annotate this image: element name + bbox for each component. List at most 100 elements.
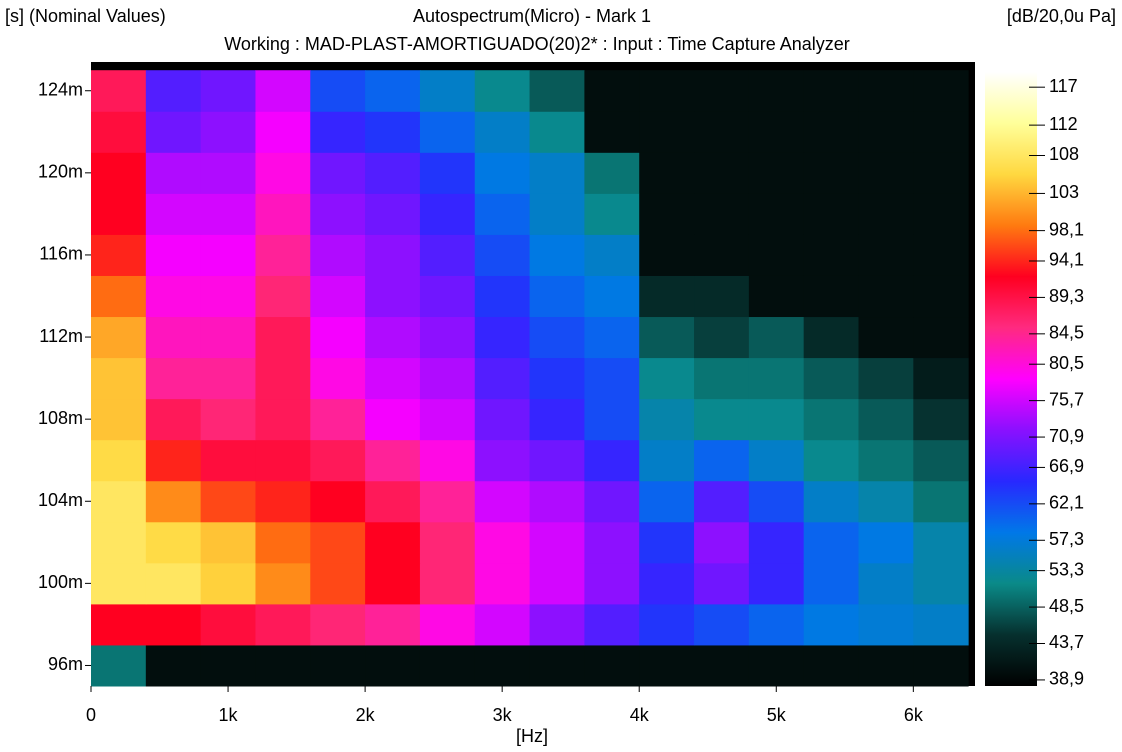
- heatmap-cell: [858, 603, 914, 646]
- heatmap-cell: [584, 152, 640, 194]
- heatmap-cell: [145, 644, 202, 687]
- heatmap-cell: [639, 193, 695, 235]
- heatmap-cell: [639, 480, 695, 523]
- heatmap-cell: [858, 152, 914, 194]
- heatmap-cell: [91, 644, 147, 687]
- heatmap-cell: [91, 357, 147, 400]
- heatmap-cell: [200, 603, 256, 646]
- heatmap-cell: [584, 480, 640, 523]
- heatmap-cell: [858, 316, 914, 359]
- heatmap-cell: [748, 644, 805, 687]
- heatmap-cell: [310, 439, 366, 482]
- heatmap-cell: [858, 357, 914, 400]
- heatmap-cell: [200, 357, 256, 400]
- heatmap-cell: [584, 234, 640, 276]
- heatmap-cell: [913, 439, 969, 482]
- heatmap-cell: [748, 234, 805, 276]
- heatmap-cell: [145, 234, 202, 276]
- heatmap-cell: [584, 316, 640, 359]
- heatmap-cell: [91, 316, 147, 359]
- heatmap-cell: [365, 357, 421, 400]
- y-tick-label: 96m: [48, 654, 83, 674]
- heatmap-cell: [145, 562, 202, 605]
- heatmap-cell: [310, 193, 366, 235]
- heatmap-cell: [639, 152, 695, 194]
- heatmap-cell: [419, 480, 476, 523]
- heatmap-cell: [474, 357, 531, 400]
- heatmap-cell: [310, 234, 366, 276]
- heatmap-cell: [145, 439, 202, 482]
- heatmap-cell: [694, 521, 750, 564]
- heatmap-cell: [474, 480, 531, 523]
- heatmap-cell: [803, 603, 860, 646]
- heatmap-cell: [145, 152, 202, 194]
- heatmap-cell: [913, 521, 969, 564]
- heatmap-cell: [584, 562, 640, 605]
- y-tick-label: 124m: [38, 79, 83, 99]
- heatmap-cell: [858, 193, 914, 235]
- heatmap-cell: [748, 439, 805, 482]
- heatmap-cell: [255, 439, 311, 482]
- heatmap-cell: [419, 193, 476, 235]
- colorbar-label: [dB/20,0u Pa]: [1007, 6, 1116, 26]
- colorbar-tick-label: 57,3: [1049, 529, 1084, 549]
- heatmap-cell: [584, 521, 640, 564]
- heatmap-cell: [255, 275, 311, 318]
- heatmap-cell: [474, 234, 531, 276]
- heatmap-cell: [145, 398, 202, 441]
- heatmap-cell: [365, 439, 421, 482]
- heatmap-cell: [419, 234, 476, 276]
- heatmap-cell: [145, 603, 202, 646]
- heatmap-cell: [694, 193, 750, 235]
- heatmap-cell: [748, 398, 805, 441]
- heatmap-cell: [474, 275, 531, 318]
- heatmap-cell: [858, 111, 914, 153]
- heatmap-cell: [200, 234, 256, 276]
- heatmap-cell: [419, 70, 476, 112]
- heatmap-cell: [365, 193, 421, 235]
- heatmap-cell: [255, 521, 311, 564]
- heatmap-cell: [200, 439, 256, 482]
- heatmap-cell: [584, 398, 640, 441]
- heatmap-cell: [858, 480, 914, 523]
- colorbar-tick-label: 108: [1049, 144, 1079, 164]
- colorbar-tick-label: 112: [1049, 114, 1078, 134]
- heatmap-cell: [200, 316, 256, 359]
- heatmap-cell: [91, 275, 147, 318]
- heatmap-cell: [529, 152, 585, 194]
- heatmap-cell: [419, 111, 476, 153]
- heatmap-cell: [474, 439, 531, 482]
- heatmap-cell: [694, 398, 750, 441]
- heatmap-cell: [145, 480, 202, 523]
- heatmap-cell: [365, 521, 421, 564]
- y-tick-label: 116m: [39, 244, 83, 264]
- heatmap-cell: [310, 111, 366, 153]
- heatmap-cell: [310, 521, 366, 564]
- heatmap-cell: [694, 480, 750, 523]
- heatmap-cell: [529, 275, 585, 318]
- heatmap-cell: [365, 603, 421, 646]
- heatmap-cell: [200, 193, 256, 235]
- heatmap-cell: [639, 439, 695, 482]
- heatmap-cell: [474, 562, 531, 605]
- heatmap-cell: [584, 111, 640, 153]
- heatmap-cell: [639, 603, 695, 646]
- heatmap-cell: [419, 357, 476, 400]
- heatmap-cell: [365, 398, 421, 441]
- chart-subtitle: Working : MAD-PLAST-AMORTIGUADO(20)2* : …: [224, 34, 850, 54]
- heatmap-cell: [365, 70, 421, 112]
- heatmap-cell: [529, 316, 585, 359]
- heatmap-cell: [639, 644, 695, 687]
- heatmap-cell: [748, 152, 805, 194]
- heatmap-cell: [310, 603, 366, 646]
- colorbar-tick-label: 98,1: [1049, 219, 1084, 239]
- heatmap-cell: [529, 521, 585, 564]
- heatmap-cell: [584, 193, 640, 235]
- y-tick-label: 108m: [38, 408, 83, 428]
- heatmap-cell: [639, 70, 695, 112]
- heatmap-cell: [858, 521, 914, 564]
- heatmap-cell: [200, 70, 256, 112]
- x-tick-label: 2k: [356, 705, 376, 725]
- heatmap-cell: [91, 480, 147, 523]
- heatmap-cell: [529, 111, 585, 153]
